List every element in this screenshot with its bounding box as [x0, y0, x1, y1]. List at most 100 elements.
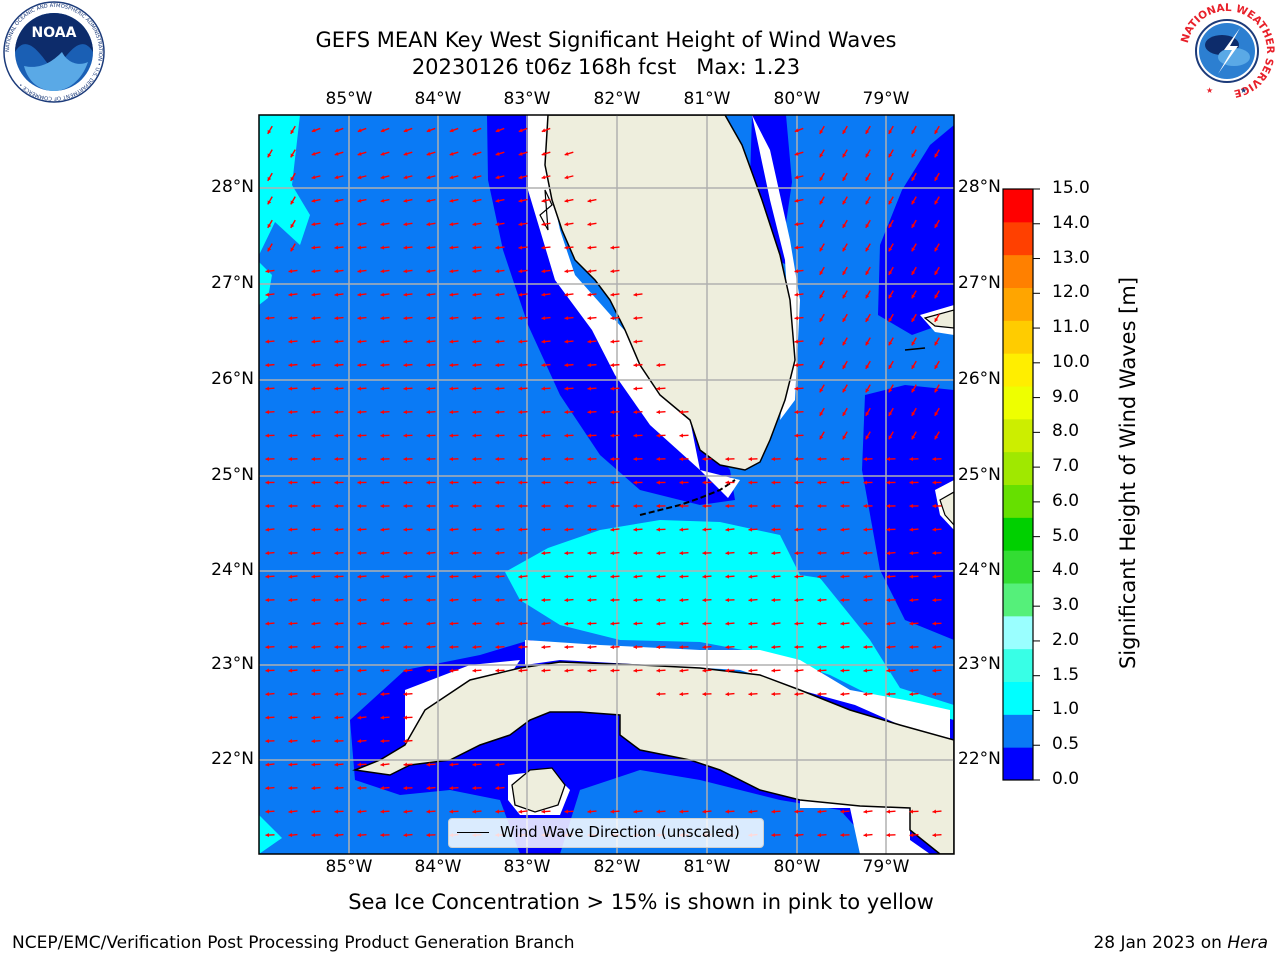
wave-direction-arrowhead — [311, 715, 316, 720]
wave-direction-arrowhead — [334, 339, 339, 344]
wave-direction-arrowhead — [932, 456, 937, 462]
wave-direction-arrowhead — [265, 574, 270, 579]
wave-direction-arrowhead — [863, 456, 868, 462]
wave-direction-arrowhead — [311, 551, 316, 556]
wave-direction-arrowhead — [334, 128, 339, 133]
wave-direction-arrowhead — [449, 386, 454, 391]
wave-direction-arrowhead — [842, 317, 847, 322]
wave-direction-arrowhead — [495, 503, 499, 509]
wave-direction-arrowhead — [334, 833, 339, 838]
wave-direction-arrowhead — [334, 786, 339, 791]
wave-direction-arrowhead — [357, 316, 362, 321]
wave-direction-arrowhead — [932, 550, 937, 556]
legend-label: Wind Wave Direction (unscaled) — [500, 823, 740, 841]
wave-direction-arrowhead — [817, 503, 821, 509]
wave-direction-arrowhead — [633, 598, 638, 603]
wave-direction-arrowhead — [541, 503, 545, 509]
wave-direction-arrowhead — [449, 480, 453, 485]
wave-direction-arrowhead — [380, 621, 385, 626]
wave-direction-arrowhead — [541, 809, 546, 814]
wave-direction-arrowhead — [702, 621, 707, 626]
grand-bahama — [923, 309, 954, 329]
wave-direction-arrowhead — [656, 809, 661, 814]
wave-direction-arrowhead — [863, 527, 868, 532]
wave-direction-arrowhead — [541, 551, 546, 556]
wave-direction-arrowhead — [288, 785, 293, 791]
wave-direction-arrowhead — [819, 270, 824, 275]
wave-direction-arrowhead — [472, 598, 477, 603]
wave-direction-arrowhead — [842, 435, 847, 440]
wave-direction-arrowhead — [934, 270, 939, 275]
wave-direction-arrowhead — [911, 411, 916, 416]
wave-direction-arrowhead — [311, 456, 316, 462]
wave-direction-arrowhead — [357, 433, 362, 438]
wave-direction-arrowhead — [541, 621, 546, 626]
wave-direction-arrowhead — [911, 176, 916, 181]
wave-direction-arrowhead — [265, 269, 270, 274]
wave-direction-arrowhead — [748, 480, 752, 485]
wave-direction-arrowhead — [403, 715, 408, 720]
wave-direction-arrowhead — [587, 433, 592, 438]
wave-direction-arrowhead — [288, 410, 293, 415]
wave-direction-arrowhead — [288, 339, 293, 344]
wave-direction-arrowhead — [288, 621, 293, 626]
wave-direction-arrowhead — [541, 527, 546, 532]
colorbar-segment — [1003, 418, 1033, 453]
wave-direction-arrowhead — [911, 270, 916, 275]
wave-direction-arrowhead — [518, 386, 523, 391]
wave-direction-arrowhead — [334, 151, 339, 156]
wave-direction-arrowhead — [495, 222, 500, 227]
wave-direction-arrowhead — [541, 597, 546, 603]
wave-direction-arrowhead — [357, 574, 362, 579]
wave-direction-arrowhead — [794, 598, 799, 603]
colorbar-tick-label: 14.0 — [1052, 212, 1090, 233]
wave-direction-arrowhead — [267, 223, 272, 228]
wave-direction-arrowhead — [932, 691, 937, 697]
colorbar-segment — [1003, 615, 1033, 650]
wave-direction-arrowhead — [311, 198, 316, 203]
wave-direction-arrowhead — [911, 364, 916, 369]
wave-direction-arrowhead — [449, 503, 453, 509]
wave-direction-arrowhead — [587, 386, 592, 391]
wave-direction-arrowhead — [888, 129, 893, 134]
wave-direction-arrowhead — [863, 621, 868, 626]
wave-direction-arrowhead — [840, 574, 845, 579]
wave-direction-arrowhead — [865, 153, 870, 158]
wave-direction-arrowhead — [771, 527, 776, 532]
wave-direction-arrowhead — [564, 222, 569, 227]
wave-direction-arrowhead — [311, 292, 316, 297]
colorbar-segment — [1003, 287, 1033, 321]
colorbar-segment — [1003, 550, 1033, 584]
wave-direction-arrowhead — [288, 316, 293, 321]
white-buffer-north-cuba — [525, 640, 950, 740]
wave-direction-arrowhead — [426, 832, 431, 838]
wave-direction-arrowhead — [426, 316, 431, 321]
colorbar-segment — [1003, 386, 1033, 420]
wave-direction-arrowhead — [380, 738, 385, 744]
wave-direction-arrowhead — [518, 480, 522, 485]
wave-direction-arrowhead — [449, 175, 454, 180]
wave-direction-arrowhead — [288, 739, 293, 744]
wave-direction-arrowhead — [888, 435, 893, 440]
wave-direction-arrowhead — [495, 762, 500, 767]
wave-direction-arrowhead — [541, 645, 546, 650]
colorbar-segment — [1003, 714, 1033, 748]
wave-direction-arrowhead — [909, 598, 914, 603]
wave-direction-arrowhead — [403, 292, 408, 297]
chart-subtitle: 20230126 t06z 168h fcst Max: 1.23 — [411, 55, 801, 79]
lon-label-top: 82°W — [593, 89, 641, 109]
wave-direction-arrowhead — [587, 222, 592, 227]
wave-direction-arrowhead — [518, 574, 523, 579]
legend-line-swatch — [457, 832, 489, 833]
lon-label-top: 84°W — [414, 89, 462, 109]
wave-direction-arrowhead — [748, 574, 753, 579]
wave-direction-arrowhead — [541, 175, 546, 180]
lon-label-top: 85°W — [325, 89, 373, 109]
wave-direction-arrowhead — [311, 762, 316, 767]
svg-text:★: ★ — [1206, 86, 1213, 95]
wave-direction-arrowhead — [495, 527, 500, 532]
wave-direction-arrowhead — [265, 621, 270, 626]
wave-direction-arrowhead — [656, 691, 661, 697]
wave-direction-arrowhead — [518, 410, 523, 415]
wave-direction-arrowhead — [840, 527, 845, 532]
